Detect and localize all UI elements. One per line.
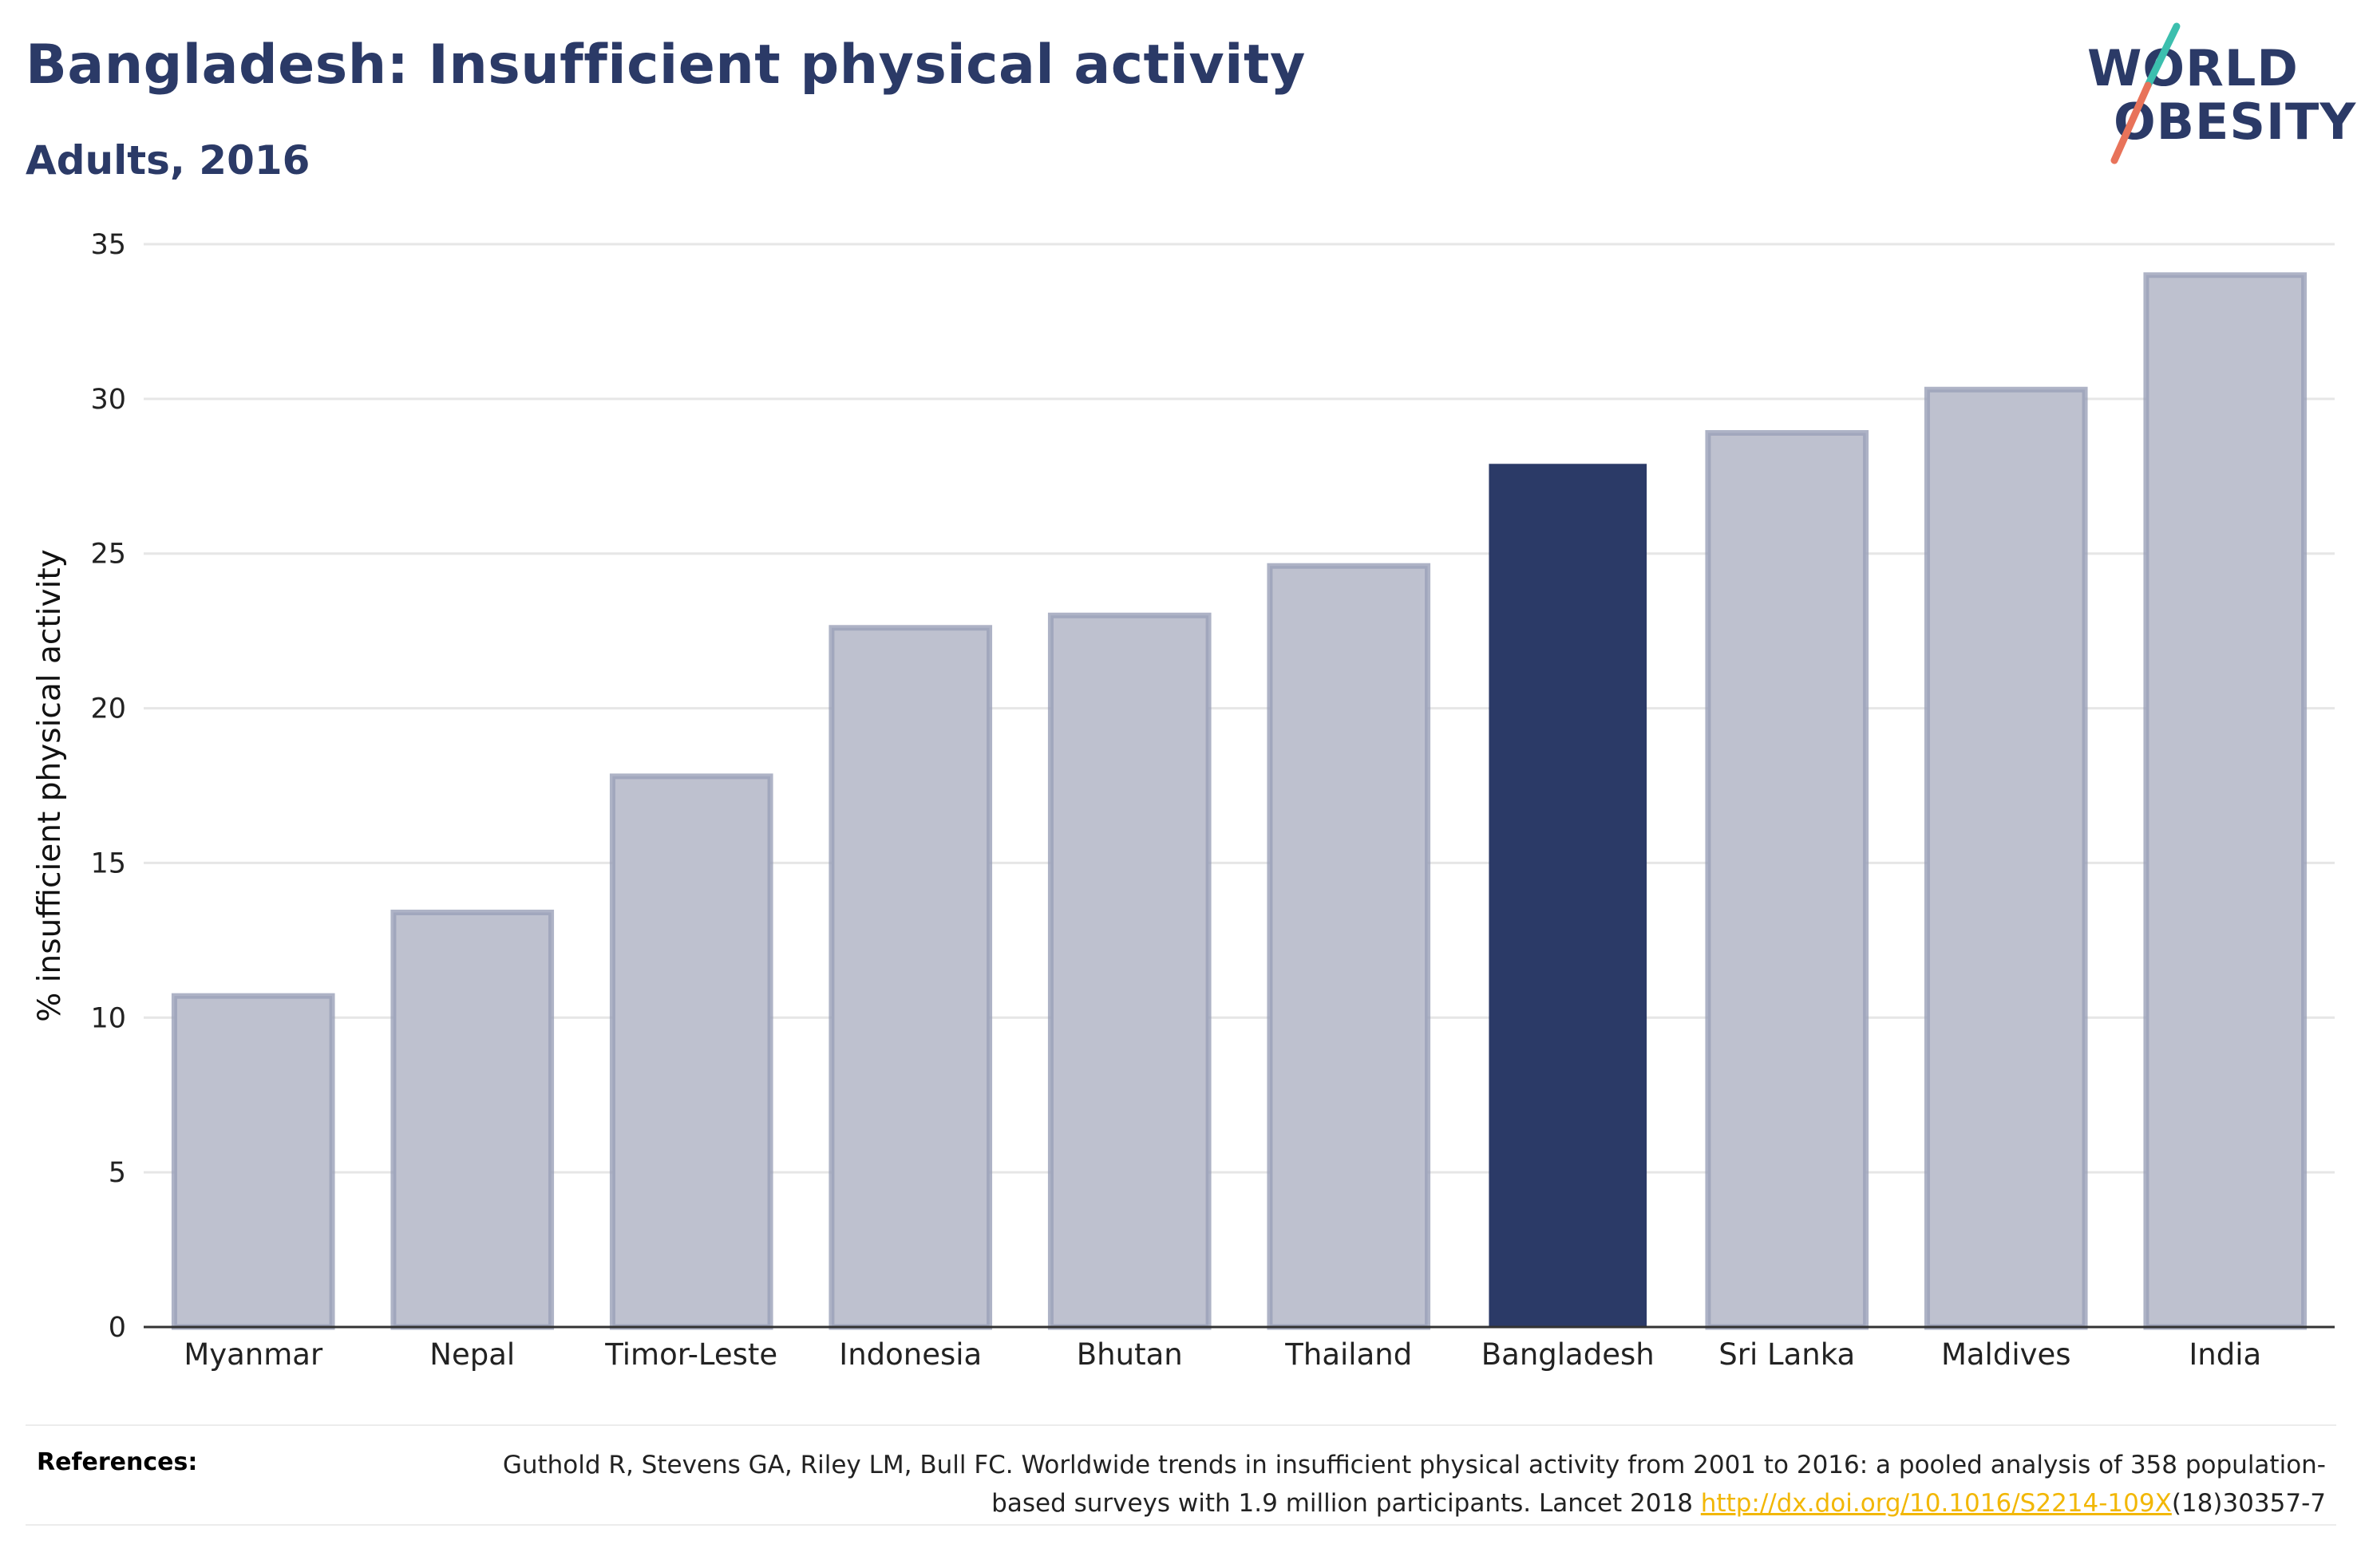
y-tick-label: 25 — [90, 539, 126, 571]
x-tick-label: Maldives — [1941, 1337, 2071, 1372]
bar-bangladesh — [1489, 464, 1647, 1327]
bar-nepal — [390, 909, 555, 1330]
x-tick-label: Bangladesh — [1481, 1337, 1655, 1372]
bar-indonesia — [829, 625, 993, 1330]
logo-slash-icon — [2110, 22, 2181, 164]
y-axis-label: % insufficient physical activity — [32, 549, 68, 1021]
reference-citation-suffix: (18)30357-7 — [2171, 1489, 2326, 1518]
divider-bottom — [26, 1524, 2336, 1526]
references-label: References: — [37, 1448, 198, 1476]
x-tick-label: Sri Lanka — [1718, 1337, 1855, 1372]
x-tick-label: India — [2189, 1337, 2261, 1372]
y-tick-label: 5 — [109, 1157, 126, 1189]
logo-line-obesity: OBESITY — [2114, 93, 2357, 151]
reference-citation: Guthold R, Stevens GA, Riley LM, Bull FC… — [502, 1451, 2326, 1518]
reference-doi-link[interactable]: http://dx.doi.org/10.1016/S2214-109X — [1700, 1489, 2172, 1518]
bar-maldives — [1924, 386, 2088, 1330]
logo-line-world: WORLD — [2087, 39, 2299, 97]
x-tick-label: Timor-Leste — [604, 1337, 777, 1372]
divider-top — [26, 1424, 2336, 1426]
bar-chart: 0 5 10 15 20 25 30 35 Myanmar Nepal Timor-Leste Ind… — [32, 229, 2335, 1372]
bar-india — [2143, 272, 2308, 1330]
references-text: Guthold R, Stevens GA, Riley LM, Bull FC… — [490, 1446, 2326, 1523]
x-tick-label: Myanmar — [184, 1337, 323, 1372]
bar-thailand — [1267, 563, 1431, 1330]
bar-bhutan — [1047, 612, 1212, 1330]
bar-sri-lanka — [1705, 430, 1869, 1330]
y-tick-label: 35 — [90, 229, 126, 261]
chart-subtitle: Adults, 2016 — [26, 137, 310, 184]
bar-timor-leste — [609, 773, 773, 1330]
x-tick-label: Nepal — [429, 1337, 515, 1372]
x-tick-label: Thailand — [1284, 1337, 1412, 1372]
world-obesity-logo: WORLD OBESITY — [2071, 20, 2355, 172]
chart-title: Bangladesh: Insufficient physical activi… — [26, 34, 1306, 97]
bar-myanmar — [171, 993, 335, 1330]
y-tick-label: 0 — [109, 1312, 126, 1344]
x-tick-label: Indonesia — [839, 1337, 982, 1372]
y-tick-label: 30 — [90, 384, 126, 416]
y-tick-label: 15 — [90, 847, 126, 879]
y-tick-label: 20 — [90, 693, 126, 725]
x-tick-label: Bhutan — [1077, 1337, 1183, 1372]
y-tick-label: 10 — [90, 1002, 126, 1034]
